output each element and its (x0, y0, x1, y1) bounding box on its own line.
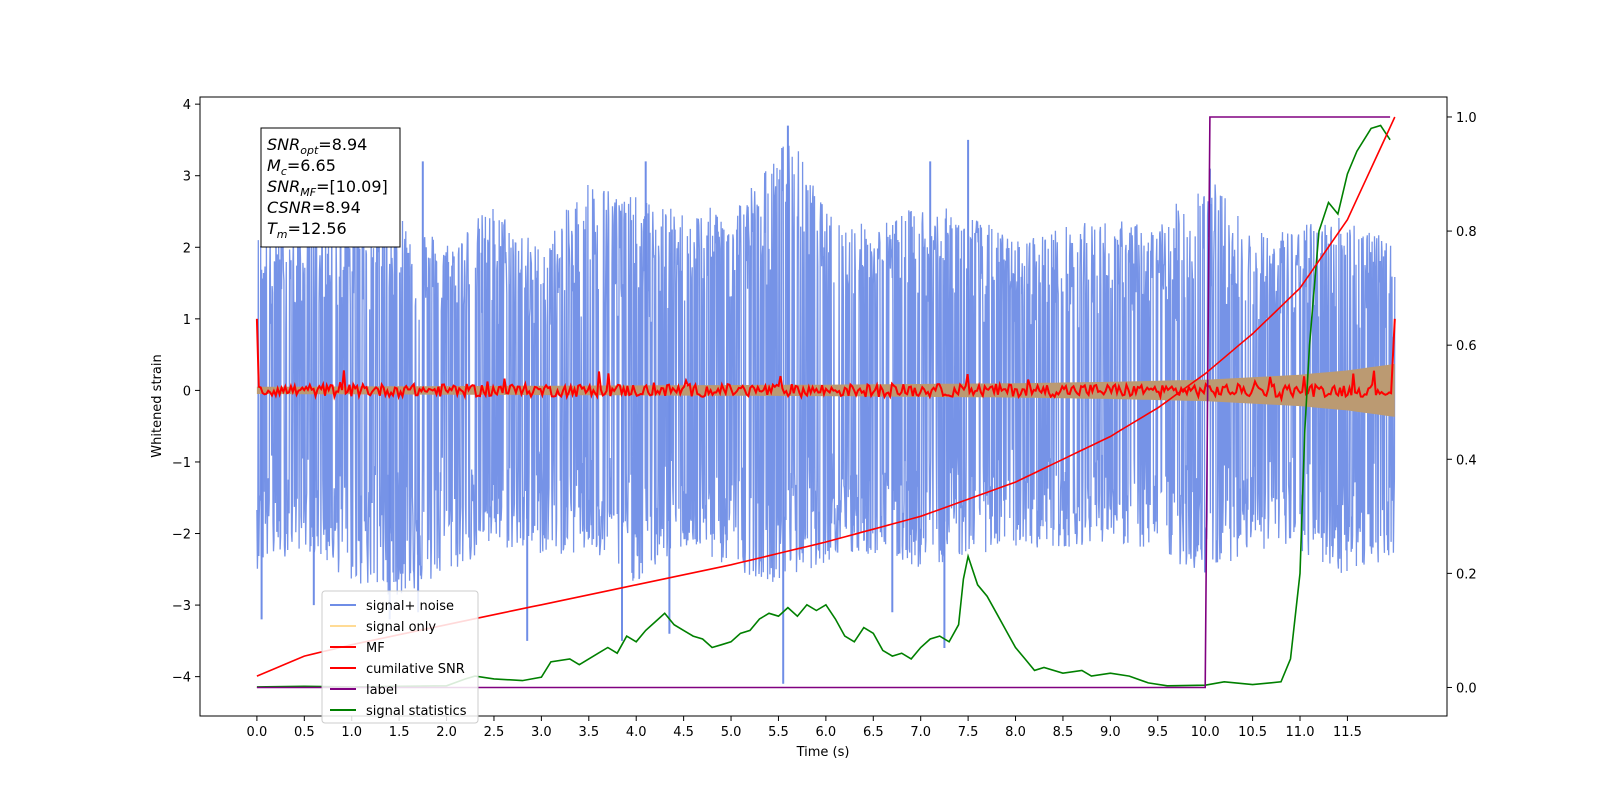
x-tick-label: 0.0 (247, 725, 268, 740)
x-tick-label: 1.5 (389, 725, 410, 740)
signal-noise-series (256, 125, 1396, 684)
annotation-line: SNRopt=8.94 (267, 135, 367, 157)
x-tick-label: 11.5 (1333, 725, 1362, 740)
x-tick-label: 6.5 (863, 725, 884, 740)
x-tick-label: 8.5 (1053, 725, 1074, 740)
x-tick-label: 3.5 (578, 725, 599, 740)
y2-tick-label: 0.2 (1456, 567, 1477, 582)
y-tick-label: 2 (183, 241, 191, 256)
y-tick-label: 3 (183, 170, 191, 185)
y-tick-label: 0 (183, 384, 191, 399)
signal-noise-spikes (260, 125, 1211, 684)
annotation-frame (260, 127, 401, 248)
y-tick-label: 1 (183, 313, 191, 328)
x-tick-label: 10.0 (1191, 725, 1220, 740)
y-tick-label: −2 (172, 528, 191, 543)
legend-label: MF (366, 641, 385, 656)
x-tick-label: 6.0 (816, 725, 837, 740)
y2-tick-label: 0.4 (1456, 453, 1477, 468)
x-tick-label: 10.5 (1238, 725, 1267, 740)
x-tick-label: 0.5 (294, 725, 315, 740)
annotation-line: SNRMF=[10.09] (267, 177, 388, 199)
legend-label: signal only (366, 620, 436, 635)
legend-label: signal statistics (366, 704, 467, 719)
plot-frame (199, 96, 1448, 717)
signal-statistics-line (256, 124, 1391, 688)
signal-noise-line (256, 145, 1396, 595)
x-tick-label: 9.5 (1147, 725, 1168, 740)
x-tick-label: 5.5 (768, 725, 789, 740)
y-tick-label: −1 (172, 456, 191, 471)
x-tick-label: 4.5 (673, 725, 694, 740)
x-axis-label: Time (s) (796, 745, 850, 760)
x-tick-label: 4.0 (626, 725, 647, 740)
mf-series (255, 318, 1396, 403)
x-tick-label: 11.0 (1286, 725, 1315, 740)
plot-area (255, 116, 1396, 689)
annotation-line: CSNR=8.94 (267, 198, 361, 217)
annotation-line: Mc=6.65 (267, 156, 336, 178)
legend-label: signal+ noise (366, 599, 454, 614)
x-tick-label: 7.0 (910, 725, 931, 740)
x-tick-label: 1.0 (341, 725, 362, 740)
legend-label: cumilative SNR (366, 662, 465, 677)
y-axis-left: −4 −3 −2 −1 0 1 2 3 4 (172, 98, 200, 686)
stats-annotation-box: SNRopt=8.94Mc=6.65SNRMF=[10.09]CSNR=8.94… (260, 127, 401, 248)
y-tick-label: 4 (183, 98, 191, 113)
legend-frame (321, 590, 479, 724)
x-tick-label: 7.5 (958, 725, 979, 740)
y-axis-label: Whitened strain (150, 354, 165, 457)
x-tick-label: 8.0 (1005, 725, 1026, 740)
x-axis: 0.0 0.5 1.0 1.5 2.0 2.5 3.0 3.5 4.0 4.5 5.0 5.5 6.0 6… (247, 716, 1362, 740)
x-tick-label: 2.0 (436, 725, 457, 740)
y-axis-right: 0.0 0.2 0.4 0.6 0.8 1.0 (1447, 111, 1477, 696)
annotation-line: Tm=12.56 (267, 219, 347, 241)
y-tick-label: −4 (172, 671, 191, 686)
y2-tick-label: 0.8 (1456, 225, 1477, 240)
x-tick-label: 2.5 (484, 725, 505, 740)
mf-line (255, 318, 1396, 403)
y2-tick-label: 0.0 (1456, 681, 1477, 696)
legend: signal+ noise signal only MF cumilative SNR… (321, 590, 479, 724)
legend-label: label (366, 683, 397, 698)
x-tick-label: 9.0 (1100, 725, 1121, 740)
y2-tick-label: 0.6 (1456, 339, 1477, 354)
label-line (256, 116, 1391, 689)
y2-tick-label: 1.0 (1456, 111, 1477, 126)
y-tick-label: −3 (172, 599, 191, 614)
x-tick-label: 5.0 (721, 725, 742, 740)
x-tick-label: 3.0 (531, 725, 552, 740)
